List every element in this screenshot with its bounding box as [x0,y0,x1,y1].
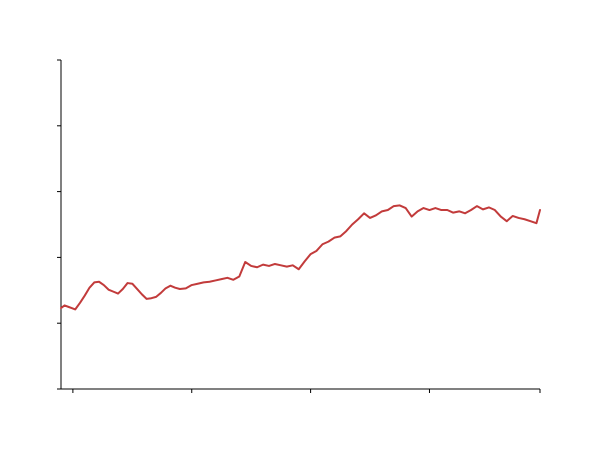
axis-ticks [57,59,541,393]
axes [60,60,540,390]
series-group [60,204,541,311]
series-line-1 [60,204,541,311]
